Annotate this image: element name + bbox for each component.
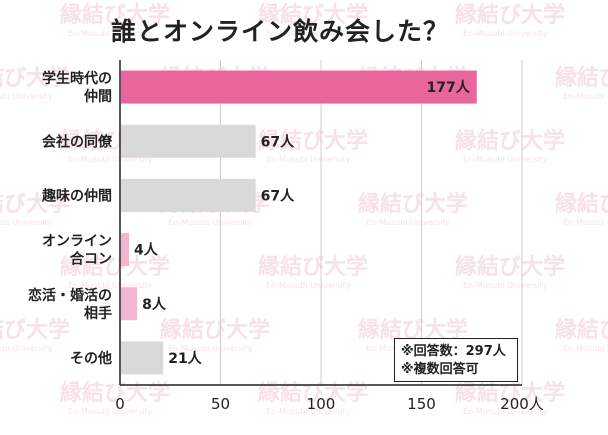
watermark-text: 縁結び大学 xyxy=(60,2,170,28)
bar xyxy=(121,124,256,158)
watermark-subtext: En-Musubi University xyxy=(266,29,351,38)
bar-value-label: 67人 xyxy=(261,187,295,204)
watermark-text: 縁結び大学 xyxy=(0,65,70,91)
category-label: 会社の同僚 xyxy=(42,133,113,150)
watermark-subtext: En-Musubi University xyxy=(68,281,153,290)
watermark-subtext: En-Musubi University xyxy=(168,218,253,227)
bar-value-label: 8人 xyxy=(142,296,167,313)
watermark-subtext: En-Musubi University xyxy=(463,281,548,290)
watermark-text: 縁結び大学 xyxy=(455,128,565,154)
watermark-subtext: En-Musubi University xyxy=(563,92,608,101)
note-respondents: ※回答数：297人 xyxy=(401,344,506,359)
watermark-subtext: En-Musubi University xyxy=(563,218,608,227)
watermark-subtext: En-Musubi University xyxy=(0,92,53,101)
watermark-text: 縁結び大学 xyxy=(258,128,368,154)
watermark-subtext: En-Musubi University xyxy=(266,155,351,164)
x-tick-label: 0 xyxy=(115,395,125,413)
bar xyxy=(121,341,164,375)
category-label: オンライン合コン xyxy=(42,234,112,268)
watermark-text: 縁結び大学 xyxy=(0,191,70,217)
watermark-text: 縁結び大学 xyxy=(258,254,368,280)
watermark-subtext: En-Musubi University xyxy=(68,407,153,416)
category-label: 学生時代の仲間 xyxy=(42,70,112,105)
watermark-text: 縁結び大学 xyxy=(455,2,565,28)
watermark-text: 縁結び大学 xyxy=(0,317,70,343)
response-note-box: ※回答数：297人 ※複数回答可 xyxy=(394,338,518,382)
bar-value-label: 4人 xyxy=(134,242,159,259)
watermark-subtext: En-Musubi University xyxy=(563,344,608,353)
watermark-subtext: En-Musubi University xyxy=(68,29,153,38)
watermark-subtext: En-Musubi University xyxy=(366,218,451,227)
bar-value-label: 67人 xyxy=(261,133,295,150)
watermark-subtext: En-Musubi University xyxy=(0,344,53,353)
watermark-subtext: En-Musubi University xyxy=(266,407,351,416)
watermark-text: 縁結び大学 xyxy=(60,254,170,280)
note-multiple-answers: ※複数回答可 xyxy=(401,362,479,377)
watermark-text: 縁結び大学 xyxy=(555,191,608,217)
x-tick-label: 50 xyxy=(211,395,230,413)
bar xyxy=(121,233,130,267)
bar-value-label: 21人 xyxy=(168,350,202,367)
watermark-subtext: En-Musubi University xyxy=(68,155,153,164)
watermark-text: 縁結び大学 xyxy=(455,254,565,280)
category-label: 趣味の仲間 xyxy=(41,187,112,204)
watermark-text: 縁結び大学 xyxy=(555,317,608,343)
bar xyxy=(121,178,256,212)
x-tick-label: 150 xyxy=(407,395,436,413)
category-label: 恋活・婚活の相手 xyxy=(28,287,112,322)
watermark-subtext: En-Musubi University xyxy=(463,155,548,164)
bar xyxy=(121,287,138,321)
x-tick-label: 200人 xyxy=(500,395,544,413)
watermark-text: 縁結び大学 xyxy=(258,2,368,28)
watermark-text: 縁結び大学 xyxy=(358,191,468,217)
bar-value-label: 177人 xyxy=(427,79,471,96)
chart-title: 誰とオンライン飲み会した？ xyxy=(110,17,449,46)
watermark-subtext: En-Musubi University xyxy=(463,407,548,416)
bar xyxy=(121,70,477,104)
watermark-subtext: En-Musubi University xyxy=(168,344,253,353)
watermark-text: 縁結び大学 xyxy=(160,317,270,343)
category-label: その他 xyxy=(70,350,112,367)
watermark-subtext: En-Musubi University xyxy=(266,281,351,290)
x-tick-label: 100 xyxy=(307,395,336,413)
watermark-subtext: En-Musubi University xyxy=(0,218,53,227)
watermark-text: 縁結び大学 xyxy=(555,65,608,91)
watermark-subtext: En-Musubi University xyxy=(463,29,548,38)
